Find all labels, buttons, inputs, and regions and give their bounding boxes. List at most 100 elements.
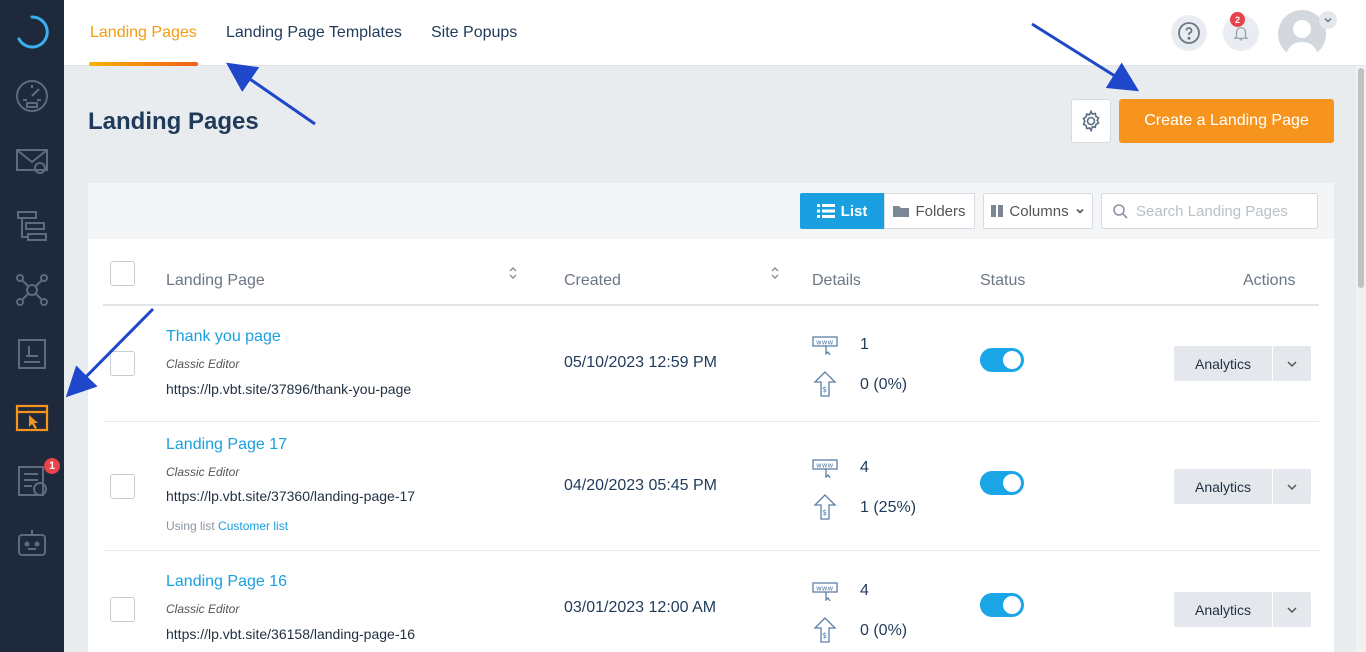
chevron-down-icon [1076, 208, 1084, 214]
landing-page-name-link[interactable]: Landing Page 16 [166, 573, 287, 590]
analytics-dropdown-button[interactable] [1273, 592, 1311, 627]
forms-icon[interactable] [0, 326, 64, 382]
question-icon [1178, 22, 1200, 44]
folders-view-label: Folders [915, 202, 966, 220]
column-header-status: Status [980, 272, 1026, 289]
svg-text:$: $ [822, 385, 827, 394]
tasks-badge: 1 [44, 458, 60, 474]
column-header-created[interactable]: Created [564, 272, 621, 289]
conversion-arrow-icon: $ [813, 371, 837, 397]
editor-type: Classic Editor [166, 602, 240, 616]
search-icon [1113, 204, 1128, 219]
analytics-button[interactable]: Analytics [1174, 469, 1272, 504]
page-scrollbar[interactable] [1356, 66, 1366, 652]
conversion-arrow-icon: $ [813, 494, 837, 520]
tab-landing-page-templates[interactable]: Landing Page Templates [226, 24, 402, 41]
gear-icon [1082, 109, 1100, 133]
column-header-details: Details [812, 272, 861, 289]
account-menu-chevron[interactable] [1319, 11, 1337, 29]
svg-text:$: $ [822, 631, 827, 640]
editor-type: Classic Editor [166, 357, 240, 371]
svg-text:www: www [816, 462, 833, 470]
column-header-landing-page[interactable]: Landing Page [166, 272, 265, 289]
landing-page-url: https://lp.vbt.site/37896/thank-you-page [166, 381, 412, 397]
svg-text:www: www [816, 339, 833, 347]
conversions-value: 0 (0%) [860, 622, 908, 639]
automation-icon[interactable] [0, 198, 64, 254]
header-divider [103, 304, 1319, 306]
column-header-actions: Actions [1243, 272, 1296, 289]
landing-page-name-link[interactable]: Landing Page 17 [166, 436, 287, 453]
logo-icon[interactable] [0, 4, 64, 60]
columns-dropdown[interactable]: Columns [983, 193, 1093, 229]
scrollbar-thumb[interactable] [1358, 68, 1364, 288]
visits-www-icon: www [812, 582, 838, 601]
list-icon [816, 204, 835, 218]
chevron-down-icon [1287, 606, 1297, 613]
integrations-icon[interactable] [0, 262, 64, 318]
visits-www-icon: www [812, 459, 838, 478]
svg-text:$: $ [822, 508, 827, 517]
row-divider [103, 421, 1319, 422]
editor-type: Classic Editor [166, 465, 240, 479]
tasks-icon[interactable]: 1 [0, 452, 64, 508]
columns-icon [991, 205, 1004, 217]
sort-icon[interactable] [769, 265, 781, 281]
status-toggle[interactable] [980, 348, 1024, 372]
landing-pages-panel: List Folders Columns [88, 183, 1334, 652]
chevron-down-icon [1324, 17, 1332, 23]
dashboard-gauge-icon[interactable] [0, 68, 64, 124]
visits-count: 4 [860, 459, 869, 476]
list-view-label: List [840, 202, 868, 220]
page-title: Landing Pages [88, 108, 259, 135]
conversion-arrow-icon: $ [813, 617, 837, 643]
svg-text:www: www [816, 585, 833, 593]
contact-list-info: Using list Customer list [166, 519, 288, 533]
chevron-down-icon [1287, 360, 1297, 367]
visits-www-icon: www [812, 336, 838, 355]
analytics-dropdown-button[interactable] [1273, 469, 1311, 504]
sort-icon[interactable] [507, 265, 519, 281]
row-checkbox[interactable] [110, 597, 135, 622]
sidebar: 1 [0, 0, 64, 652]
landing-page-url: https://lp.vbt.site/36158/landing-page-1… [166, 626, 416, 642]
columns-label: Columns [1009, 202, 1069, 220]
row-checkbox[interactable] [110, 351, 135, 376]
help-button[interactable] [1171, 15, 1207, 51]
list-view-button[interactable]: List [800, 193, 884, 229]
select-all-checkbox[interactable] [110, 261, 135, 286]
chevron-down-icon [1287, 483, 1297, 490]
status-toggle[interactable] [980, 593, 1024, 617]
conversions-value: 1 (25%) [860, 499, 917, 516]
settings-button[interactable] [1071, 99, 1111, 143]
analytics-button[interactable]: Analytics [1174, 346, 1272, 381]
notifications-button[interactable]: 2 [1223, 12, 1259, 51]
contact-list-link[interactable]: Customer list [218, 519, 289, 533]
notification-count-badge: 2 [1230, 12, 1245, 27]
landing-page-name-link[interactable]: Thank you page [166, 328, 281, 345]
created-date: 04/20/2023 05:45 PM [564, 477, 718, 494]
avatar[interactable] [1278, 10, 1326, 58]
conversions-value: 0 (0%) [860, 376, 908, 393]
create-landing-page-button[interactable]: Create a Landing Page [1119, 99, 1334, 143]
chatbot-icon[interactable] [0, 516, 64, 572]
search-input[interactable] [1136, 202, 1316, 220]
row-divider [103, 550, 1319, 551]
row-checkbox[interactable] [110, 474, 135, 499]
top-nav-bar: Landing Pages Landing Page Templates Sit… [64, 0, 1366, 66]
search-box[interactable] [1101, 193, 1318, 229]
list-prefix: Using list [166, 519, 215, 533]
created-date: 03/01/2023 12:00 AM [564, 599, 717, 616]
folder-icon [893, 206, 910, 217]
status-toggle[interactable] [980, 471, 1024, 495]
analytics-dropdown-button[interactable] [1273, 346, 1311, 381]
tab-site-popups[interactable]: Site Popups [431, 24, 518, 41]
visits-count: 1 [860, 336, 869, 353]
bell-icon [1233, 27, 1249, 41]
landing-pages-icon[interactable] [0, 390, 64, 446]
email-icon[interactable] [0, 132, 64, 188]
folders-view-button[interactable]: Folders [884, 193, 975, 229]
analytics-button[interactable]: Analytics [1174, 592, 1272, 627]
landing-page-url: https://lp.vbt.site/37360/landing-page-1… [166, 488, 416, 504]
tab-landing-pages[interactable]: Landing Pages [89, 0, 198, 66]
